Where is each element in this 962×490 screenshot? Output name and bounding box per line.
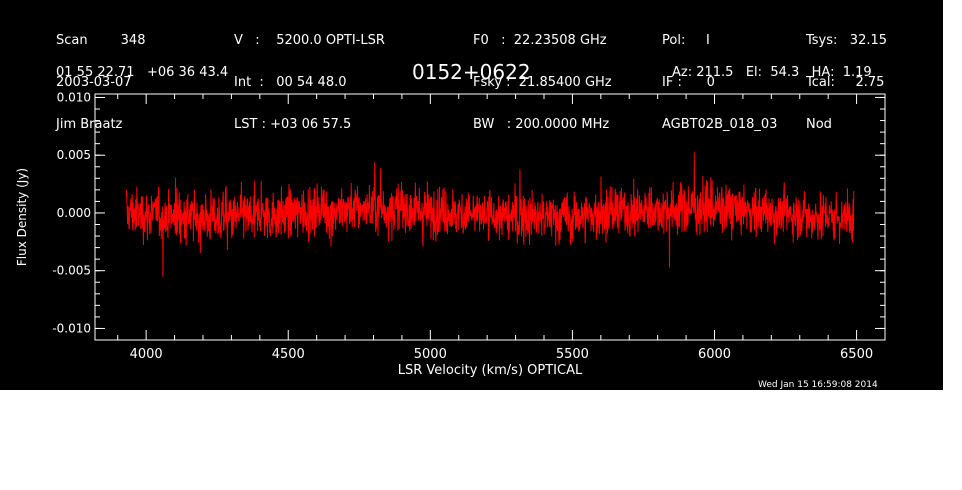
bandwidth-label: BW : 200.0000 MHz [473, 117, 610, 132]
pol-label: Pol: I [662, 33, 710, 48]
timestamp-label: Wed Jan 15 16:59:08 2014 [758, 380, 878, 390]
spectrum-chart: -0.010 -0.005 0.000 0.005 0.010 4000 4500 5000 5… [15, 90, 886, 378]
mode-label: Nod [806, 117, 832, 132]
tcal-label: Tcal: 2.75 [806, 75, 885, 90]
header-col-velocity: V : 5200.0 OPTI-LSR Int : 00 54 48.0 LST… [234, 6, 385, 160]
y-tick-label: -0.005 [52, 264, 91, 278]
f0-label: F0 : 22.23508 GHz [473, 33, 607, 48]
x-tick-label: 6000 [698, 347, 731, 362]
x-axis-label: LSR Velocity (km/s) OPTICAL [398, 363, 583, 378]
fsky-label: Fsky : 21.85400 GHz [473, 75, 612, 90]
coordinates-label: 01 55 22.71 +06 36 43.4 [56, 65, 229, 80]
scan-label: Scan 348 [56, 33, 146, 48]
source-title: 0152+0622 [412, 60, 531, 84]
x-tick-label: 5000 [414, 347, 447, 362]
plot-panel: Scan 348 2003-03-07 Jim Braatz V : 5200.… [0, 0, 943, 390]
y-tick-label: 0.005 [57, 148, 91, 162]
x-tick-label: 4500 [272, 347, 305, 362]
y-axis-label: Flux Density (Jy) [15, 168, 29, 266]
integration-label: Int : 00 54 48.0 [234, 75, 347, 90]
x-tick-label: 5500 [556, 347, 589, 362]
lst-label: LST : +03 06 57.5 [234, 117, 352, 132]
date-label: 2003-03-07 [56, 75, 132, 90]
if-label: IF : 0 [662, 75, 715, 90]
header-col-polarization: Pol: I IF : 0 AGBT02B_018_03 [662, 6, 777, 160]
y-tick-label: -0.010 [52, 321, 91, 335]
header-col-frequency: F0 : 22.23508 GHz Fsky : 21.85400 GHz BW… [473, 6, 612, 160]
observer-label: Jim Braatz [56, 117, 123, 132]
x-tick-label: 6500 [840, 347, 873, 362]
tsys-label: Tsys: 32.15 [806, 33, 888, 48]
pointing-label: Az: 211.5 El: 54.3 HA: 1.19 [672, 65, 872, 80]
y-tick-label: 0.010 [57, 90, 91, 104]
x-tick-label: 4000 [130, 347, 163, 362]
spectrum-trace [125, 152, 855, 277]
plot-frame [94, 93, 886, 341]
velocity-label: V : 5200.0 OPTI-LSR [234, 33, 385, 48]
y-tick-label: 0.000 [57, 206, 91, 220]
project-label: AGBT02B_018_03 [662, 117, 778, 132]
header-col-scan: Scan 348 2003-03-07 Jim Braatz [56, 6, 145, 160]
header-col-system: Tsys: 32.15 Tcal: 2.75 Nod [806, 6, 887, 160]
